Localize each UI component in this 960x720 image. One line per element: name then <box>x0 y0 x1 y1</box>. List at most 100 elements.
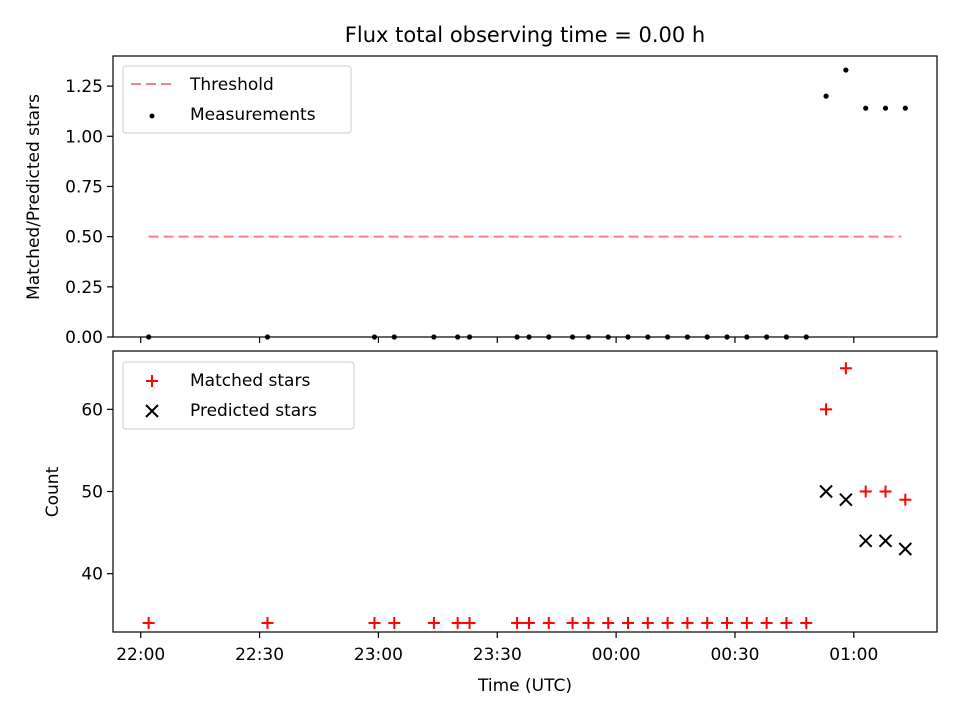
matched-stars-point <box>388 616 401 629</box>
legend-measurements-swatch <box>149 113 155 119</box>
matched-stars-point <box>820 403 833 416</box>
matched-stars-point <box>142 616 155 629</box>
legend-predicted-label: Predicted stars <box>190 401 317 421</box>
measurements-point <box>684 334 691 340</box>
matched-stars-point <box>522 616 535 629</box>
matched-stars-point <box>681 616 694 629</box>
x-tick-label: 00:30 <box>710 645 759 665</box>
measurements-point <box>605 334 611 340</box>
top-legend: Threshold Measurements <box>122 65 352 134</box>
bottom-y-axis-title: Count <box>43 466 63 517</box>
matched-stars-point <box>602 616 615 629</box>
y-tick-label: 0.50 <box>65 228 103 248</box>
top-panel: 0.00 0.25 0.50 0.75 1.00 1.25 Matched/Predict… <box>24 55 938 348</box>
x-tick-label: 23:00 <box>354 645 403 665</box>
matched-stars-point <box>800 616 813 629</box>
predicted-stars-point <box>858 534 873 548</box>
measurements-point <box>146 334 152 340</box>
x-tick-label: 22:30 <box>235 645 284 665</box>
predicted-stars-point <box>898 542 913 556</box>
legend-predicted-swatch <box>145 404 159 418</box>
measurements-point <box>455 334 461 340</box>
legend-matched-label: Matched stars <box>190 371 310 391</box>
matched-stars-point <box>839 362 852 375</box>
y-tick-label: 1.25 <box>65 77 103 97</box>
measurements-point <box>466 334 473 340</box>
matched-stars-point <box>542 616 555 629</box>
top-plot-marks <box>146 67 908 340</box>
matched-stars-point <box>661 616 674 629</box>
measurements-point <box>514 334 520 340</box>
measurements-point <box>704 334 710 340</box>
top-plot-frame <box>112 55 938 338</box>
x-tick-label: 00:00 <box>592 645 641 665</box>
bottom-plot-marks <box>142 362 913 629</box>
measurements-point <box>724 334 730 340</box>
measurements-point <box>823 93 829 99</box>
measurements-point <box>665 334 671 340</box>
measurements-point <box>371 334 378 340</box>
x-axis-title: Time (UTC) <box>477 676 572 696</box>
top-legend-box <box>122 65 352 134</box>
matched-stars-point <box>582 616 595 629</box>
measurements-point <box>569 334 576 340</box>
legend-measurements-label: Measurements <box>190 105 316 125</box>
y-tick-label: 0.00 <box>65 328 103 348</box>
bottom-panel: 40 50 60 22:00 22:30 23:00 23:30 00:00 00:30 01:… <box>43 350 938 696</box>
matched-stars-point <box>859 485 872 498</box>
matched-stars-point <box>261 616 274 629</box>
measurements-point <box>264 334 271 340</box>
bottom-x-axis-ticks: 22:00 22:30 23:00 23:30 00:00 00:30 01:00 <box>116 632 878 665</box>
measurements-point <box>902 105 908 111</box>
y-tick-label: 0.75 <box>65 177 103 197</box>
matched-stars-point <box>899 493 912 506</box>
top-x-axis-ticks <box>140 337 855 343</box>
measurements-point <box>526 334 532 340</box>
matched-stars-point <box>622 616 634 629</box>
chart-title: Flux total observing time = 0.00 h <box>345 23 705 47</box>
x-tick-label: 23:30 <box>473 645 522 665</box>
matched-stars-point <box>760 616 773 629</box>
measurements-point <box>625 334 631 340</box>
y-tick-label: 40 <box>81 565 103 585</box>
legend-threshold-label: Threshold <box>189 75 274 95</box>
bottom-legend: Matched stars Predicted stars <box>122 361 355 430</box>
predicted-stars-point <box>839 493 853 507</box>
measurements-point <box>803 334 809 340</box>
measurements-point <box>391 334 397 340</box>
predicted-stars-point <box>878 534 893 548</box>
bottom-y-axis-ticks: 40 50 60 <box>81 400 113 585</box>
measurements-point <box>764 334 770 340</box>
y-tick-label: 1.00 <box>65 127 103 147</box>
matched-stars-point <box>368 616 381 629</box>
matched-stars-point <box>463 616 476 629</box>
predicted-stars-point <box>819 484 833 499</box>
top-y-axis-ticks: 0.00 0.25 0.50 0.75 1.00 1.25 <box>65 77 113 348</box>
matched-stars-point <box>641 616 654 629</box>
y-tick-label: 50 <box>81 483 103 503</box>
y-tick-label: 0.25 <box>65 278 103 298</box>
matched-stars-point <box>740 616 753 629</box>
top-y-axis-title: Matched/Predicted stars <box>24 94 44 300</box>
matched-stars-point <box>721 616 734 629</box>
measurements-point <box>645 334 651 340</box>
measurements-point <box>431 334 437 340</box>
measurements-point <box>744 334 750 340</box>
matched-stars-point <box>780 616 793 629</box>
measurements-point <box>783 334 790 340</box>
y-tick-label: 60 <box>81 400 103 420</box>
x-tick-label: 01:00 <box>829 645 878 665</box>
bottom-legend-box <box>122 361 355 430</box>
matched-stars-point <box>566 616 579 629</box>
matched-stars-point <box>427 616 440 629</box>
measurements-point <box>585 334 591 340</box>
measurements-point <box>546 334 552 340</box>
matched-stars-point <box>451 616 464 629</box>
measurements-point <box>863 105 869 111</box>
legend-matched-swatch <box>146 375 158 387</box>
matched-stars-point <box>701 616 714 629</box>
matched-stars-point <box>511 616 524 629</box>
matched-stars-point <box>879 485 892 498</box>
x-tick-label: 22:00 <box>116 645 165 665</box>
